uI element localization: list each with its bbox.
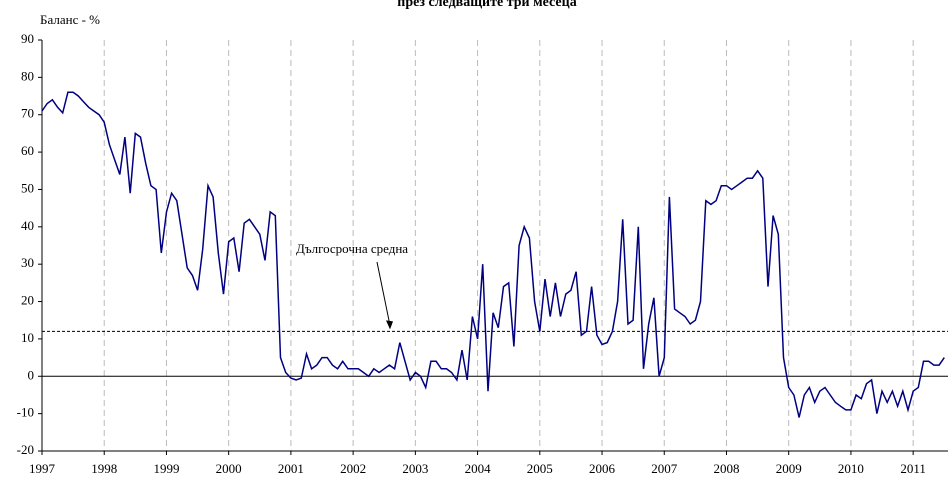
y-tick-label: 60	[21, 143, 34, 158]
x-tick-label: 2007	[651, 461, 678, 476]
x-tick-label: 2005	[527, 461, 553, 476]
y-tick-label: 90	[21, 31, 34, 46]
y-tick-label: 70	[21, 106, 34, 121]
y-tick-label: 50	[21, 180, 34, 195]
x-tick-label: 2001	[278, 461, 304, 476]
annotation-arrow	[376, 261, 391, 326]
x-tick-label: 2004	[465, 461, 492, 476]
x-tick-label: 2000	[216, 461, 242, 476]
x-tick-label: 1998	[91, 461, 117, 476]
x-tick-label: 2011	[900, 461, 926, 476]
x-tick-label: 2002	[340, 461, 366, 476]
annotation: Дългосрочна средна	[296, 241, 408, 256]
y-tick-label: -20	[17, 442, 34, 457]
arrow-head	[386, 320, 393, 330]
y-tick-label: 0	[28, 367, 35, 382]
y-axis-label: Баланс - %	[40, 12, 100, 27]
y-tick-label: -10	[17, 405, 34, 420]
x-tick-label: 1997	[29, 461, 56, 476]
x-tick-label: 2006	[589, 461, 616, 476]
y-tick-label: 30	[21, 255, 34, 270]
x-tick-label: 2008	[713, 461, 739, 476]
y-tick-label: 20	[21, 293, 34, 308]
y-tick-label: 80	[21, 68, 34, 83]
chart-title: през следващите три месеца	[397, 0, 576, 10]
y-tick-label: 40	[21, 218, 34, 233]
x-tick-label: 1999	[153, 461, 179, 476]
x-tick-label: 2010	[838, 461, 864, 476]
data-line	[41, 91, 945, 418]
x-tick-label: 2003	[402, 461, 428, 476]
x-tick-label: 2009	[776, 461, 802, 476]
y-tick-label: 10	[21, 330, 34, 345]
